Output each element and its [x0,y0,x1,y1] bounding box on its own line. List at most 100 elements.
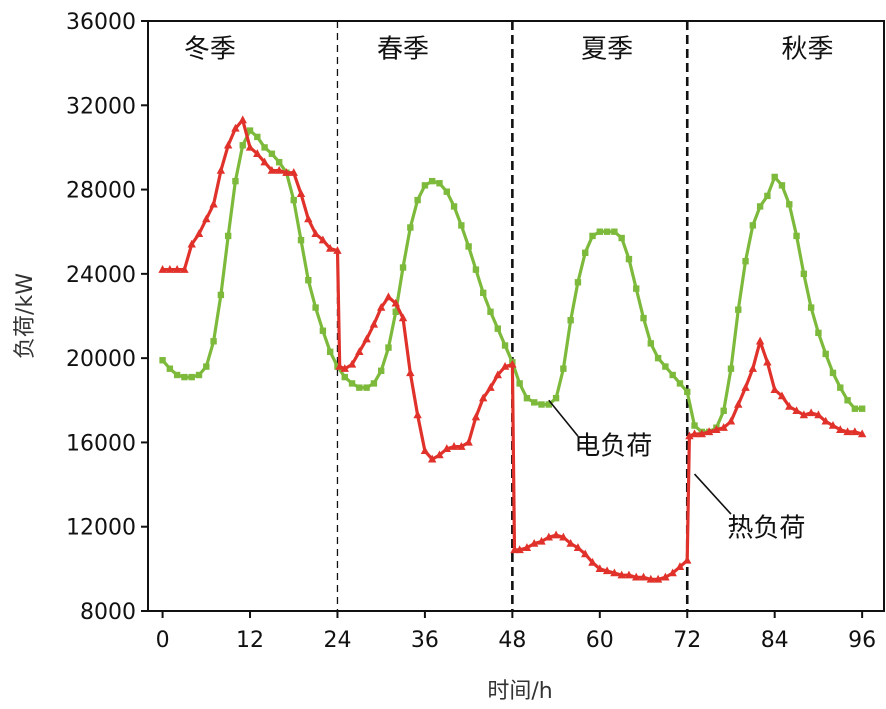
series-layer [158,115,867,583]
heat-load-point [398,313,408,322]
heat-load-point [340,364,349,372]
electric-load-point [851,405,859,412]
heat-load-point [500,361,510,370]
electric-load-point [523,394,531,402]
heat-load-point [165,265,175,273]
electric-load-point [764,192,771,200]
electric-load-point [421,182,429,189]
y-tick-label: 32000 [66,94,136,119]
heat-load-point [486,383,495,391]
electric-load-point [370,380,378,387]
electric-load-point [691,422,698,429]
heat-load-point [335,361,344,370]
heat-load-point [296,189,306,197]
heat-load-point [850,427,860,436]
heat-load-point [777,391,787,400]
electric-load-point [356,384,363,391]
electric-load-point [166,365,174,372]
electric-load-point [275,158,283,166]
electric-load-point [254,133,261,141]
heat-load-point [653,574,663,583]
electric-load-point [837,384,844,391]
electric-load-point [611,228,618,235]
electric-load-point [392,308,399,315]
electric-load-point [640,314,647,322]
season-label: 春季 [377,34,429,64]
heat-load-point [719,423,728,431]
heat-load-point [318,235,328,244]
heat-load-point [617,570,626,579]
heat-load-point [624,570,634,579]
heat-load-point [260,157,269,166]
y-axis-title: 负荷/kW [13,273,38,359]
heat-load-point [355,347,364,356]
electric-load-point [385,344,392,351]
heat-load-point [420,446,430,455]
heat-load-point [493,370,502,379]
season-label: 冬季 [184,34,236,64]
heat-load-point [675,562,685,570]
electric-load-point [582,249,589,256]
heat-load-point [581,549,590,558]
electric-load-point [815,329,822,337]
heat-load-point [806,408,816,417]
heat-load-point [814,410,823,419]
electric-load-point [224,232,232,240]
annotation-label: 热负荷 [727,514,805,544]
heat-load-point [588,557,597,566]
electric-load-point [538,401,545,408]
electric-load-point [232,177,239,185]
heat-load-point [289,168,298,176]
heat-load-point [559,532,568,541]
electric-load-point [793,232,800,240]
electric-load-point [363,384,370,391]
electric-load-point [574,279,582,286]
electric-load-point [727,365,735,372]
electric-load-point [173,371,181,379]
heat-load-point [537,536,546,545]
electric-load-point [159,357,166,364]
x-tick-label: 84 [761,628,789,653]
chart-text: 0 12 24 36 48 60 72 84 96 8000 12000 16000 20000 2400… [13,10,876,704]
heat-load-point [311,229,320,238]
heat-load-point [253,149,262,157]
season-label: 秋季 [781,34,833,64]
y-tick-label: 8000 [80,600,136,625]
heat-load-point [639,572,648,581]
heat-load-point [245,142,255,151]
electric-load-point [480,289,487,297]
electric-load-point [399,264,407,271]
electric-load-point [596,228,604,235]
electric-load-point [560,365,567,372]
heat-load-point [661,572,670,581]
heat-load-point [216,166,226,174]
heat-load-point [828,420,838,429]
heat-load-point [734,399,743,408]
heat-load-point [158,265,167,273]
annotation-leader-line [548,399,579,437]
electric-load-point [501,342,509,349]
heat-load-point [741,383,750,391]
heat-load-point [515,545,524,554]
electric-load-point [531,399,538,406]
electric-load-point [326,348,334,356]
electric-load-point [428,177,436,185]
heat-load-point [471,412,481,421]
x-tick-label: 48 [498,628,526,653]
heat-load-point [551,530,561,539]
electric-load-point [239,142,246,149]
heat-load-point [274,166,284,174]
electric-load-point [844,397,851,404]
electric-load-point [567,317,574,324]
y-tick-label: 12000 [66,516,136,541]
heat-load-point [209,199,218,208]
electric-load-point [800,270,808,278]
electric-load-point [407,224,414,231]
electric-load-point [618,234,625,242]
heat-load-point [683,555,692,564]
electric-load-point [494,325,501,332]
heat-load-point [610,568,619,577]
heat-load-point [333,246,342,254]
heat-load-point [685,431,694,440]
heat-load-point [544,532,553,541]
